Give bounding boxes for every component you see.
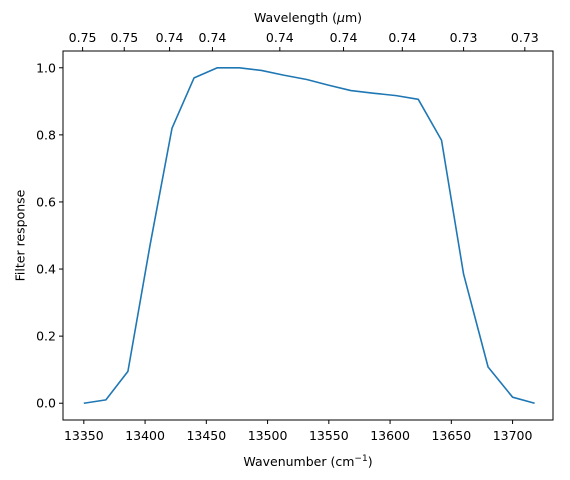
top-x-tick-label: 0.74 — [199, 30, 227, 45]
top-x-tick-label: 0.74 — [156, 30, 184, 45]
x-tick-label: 13550 — [309, 428, 349, 443]
top-x-tick-label: 0.75 — [69, 30, 97, 45]
y-tick-label: 0.4 — [36, 262, 56, 277]
bottom-x-axis: 13350 13400 13450 13500 13550 13600 13650 13700 — [64, 420, 533, 443]
y-tick-label: 0.0 — [36, 396, 56, 411]
top-x-axis-label: Wavelength (μm) — [254, 10, 362, 25]
top-x-tick-label: 0.73 — [511, 30, 539, 45]
plot-area — [83, 66, 535, 405]
axes-frame — [62, 50, 554, 421]
y-axis-label: Filter response — [12, 189, 27, 281]
top-x-tick-label: 0.73 — [450, 30, 478, 45]
y-tick-label: 0.8 — [36, 127, 56, 142]
y-tick-label: 0.2 — [36, 329, 56, 344]
series-line — [83, 66, 535, 405]
x-tick-label: 13350 — [64, 428, 104, 443]
x-tick-label: 13400 — [125, 428, 165, 443]
x-tick-label: 13700 — [493, 428, 533, 443]
top-x-tick-label: 0.74 — [330, 30, 358, 45]
top-x-tick-label: 0.75 — [110, 30, 138, 45]
top-x-axis: 0.75 0.75 0.74 0.74 0.74 0.74 0.74 0.73 0.73 — [69, 30, 539, 51]
top-x-tick-label: 0.74 — [388, 30, 416, 45]
y-axis: 0.0 0.2 0.4 0.6 0.8 1.0 — [36, 60, 63, 411]
y-tick-label: 0.6 — [36, 194, 56, 209]
top-x-tick-label: 0.74 — [266, 30, 294, 45]
x-tick-label: 13600 — [370, 428, 410, 443]
x-axis-label: Wavenumber (cm−1) — [243, 454, 372, 469]
x-tick-label: 13650 — [431, 428, 471, 443]
y-tick-label: 1.0 — [36, 60, 56, 75]
x-tick-label: 13450 — [186, 428, 226, 443]
x-tick-label: 13500 — [248, 428, 288, 443]
